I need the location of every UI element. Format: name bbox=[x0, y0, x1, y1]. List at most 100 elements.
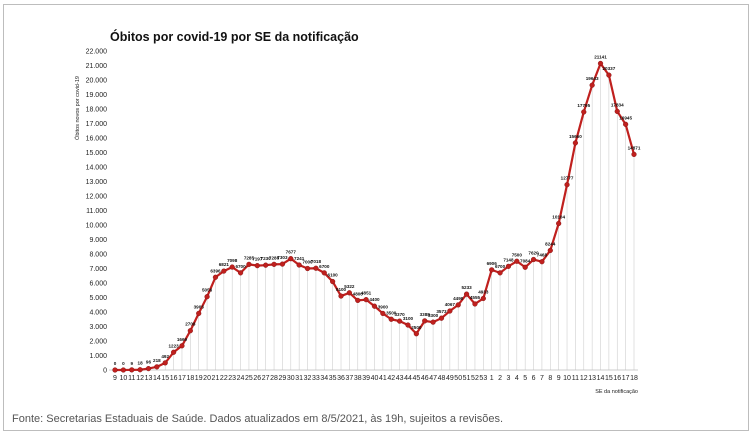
data-label: 7230 bbox=[261, 256, 272, 261]
data-point bbox=[170, 349, 177, 355]
x-tick-label: 14 bbox=[597, 375, 605, 382]
y-tick-label: 13.000 bbox=[86, 179, 108, 186]
x-tick-label: 16 bbox=[170, 375, 178, 382]
data-point bbox=[229, 264, 235, 270]
data-label: 17834 bbox=[611, 102, 624, 107]
data-point bbox=[581, 109, 587, 115]
data-label: 3500 bbox=[386, 310, 397, 315]
data-label: 7286 bbox=[269, 255, 280, 260]
data-label: 16945 bbox=[619, 115, 632, 120]
data-point bbox=[196, 310, 202, 317]
data-label: 9 bbox=[130, 361, 133, 366]
x-tick-label: 11 bbox=[128, 375, 135, 382]
data-label: 1223 bbox=[168, 343, 179, 348]
data-point bbox=[154, 364, 160, 370]
data-label: 20337 bbox=[602, 66, 615, 71]
y-tick-label: 18.000 bbox=[86, 106, 108, 113]
data-label: 2500 bbox=[411, 325, 422, 330]
y-tick-label: 14.000 bbox=[86, 164, 108, 171]
data-point bbox=[463, 291, 470, 297]
x-tick-label: 38 bbox=[354, 375, 362, 382]
data-point bbox=[497, 270, 503, 276]
x-tick-label: 15 bbox=[605, 375, 613, 382]
data-label: 2708 bbox=[185, 322, 196, 327]
data-label: 0 bbox=[114, 361, 117, 366]
y-tick-label: 3.000 bbox=[89, 324, 107, 331]
data-point bbox=[388, 316, 394, 322]
data-label: 5233 bbox=[461, 285, 472, 290]
data-point bbox=[237, 270, 244, 276]
y-tick-label: 8.000 bbox=[89, 251, 107, 258]
data-label: 7303 bbox=[277, 255, 288, 260]
x-tick-label: 3 bbox=[506, 375, 510, 382]
y-tick-label: 19.000 bbox=[86, 92, 108, 99]
x-tick-label: 40 bbox=[371, 375, 379, 382]
data-label: 3388 bbox=[420, 312, 431, 317]
x-tick-label: 15 bbox=[161, 375, 169, 382]
x-tick-label: 12 bbox=[580, 375, 588, 382]
y-tick-label: 15.000 bbox=[86, 150, 108, 157]
data-label: 7285 bbox=[244, 255, 255, 260]
data-label: 7018 bbox=[311, 259, 322, 264]
data-label: 6100 bbox=[328, 273, 339, 278]
data-point bbox=[355, 297, 361, 304]
data-label: 7197 bbox=[252, 257, 263, 262]
data-point bbox=[539, 259, 545, 265]
data-point bbox=[304, 265, 311, 272]
data-label: 4400 bbox=[369, 297, 380, 302]
data-point bbox=[321, 270, 327, 276]
data-label: 3370 bbox=[394, 312, 405, 317]
data-point bbox=[522, 264, 528, 270]
data-labels: 0 0 9 18 96 218492122316692708390350566396682… bbox=[114, 54, 641, 366]
x-tick-label: 14 bbox=[153, 375, 161, 382]
data-label: 6700 bbox=[235, 264, 246, 269]
x-tick-label: 39 bbox=[362, 375, 370, 382]
data-point bbox=[187, 328, 193, 334]
data-label: 3900 bbox=[378, 304, 389, 309]
x-tick-label: 34 bbox=[320, 375, 328, 382]
x-tick-label: 31 bbox=[295, 375, 303, 382]
data-label: 7098 bbox=[227, 258, 238, 263]
x-axis-ticks: 9 10 11 12 13 14 15 16 17 18 19 20 21 22 23 24 25 26 27 28 2… bbox=[113, 375, 638, 382]
data-point bbox=[606, 72, 612, 78]
data-label: 12777 bbox=[561, 176, 574, 181]
data-label: 7677 bbox=[286, 250, 297, 255]
y-tick-label: 22.000 bbox=[86, 48, 108, 55]
data-point bbox=[346, 290, 352, 296]
data-label: 15660 bbox=[569, 134, 582, 139]
x-tick-label: 10 bbox=[119, 375, 127, 382]
x-tick-label: 2 bbox=[498, 375, 502, 382]
data-point bbox=[430, 319, 436, 325]
data-point bbox=[338, 293, 344, 299]
data-label: 19643 bbox=[586, 76, 599, 81]
data-point bbox=[547, 247, 553, 254]
data-label: 4490 bbox=[453, 296, 464, 301]
data-point bbox=[438, 315, 445, 321]
data-label: 8244 bbox=[545, 241, 556, 246]
x-tick-label: 51 bbox=[463, 375, 471, 382]
data-label: 21141 bbox=[594, 54, 607, 59]
data-point bbox=[422, 318, 428, 324]
x-tick-label: 20 bbox=[203, 375, 211, 382]
data-label: 3300 bbox=[428, 313, 439, 318]
y-axis-label: Óbitos novos por covid-19 bbox=[74, 76, 81, 140]
x-tick-label: 7 bbox=[540, 375, 544, 382]
data-label: 5100 bbox=[336, 287, 347, 292]
data-label: 18 bbox=[138, 361, 144, 366]
y-tick-label: 0 bbox=[103, 367, 107, 374]
data-label: 3573 bbox=[436, 309, 447, 314]
x-tick-label: 35 bbox=[329, 375, 337, 382]
data-point bbox=[614, 108, 620, 115]
x-tick-label: 26 bbox=[253, 375, 261, 382]
x-tick-label: 53 bbox=[479, 375, 487, 382]
data-points bbox=[112, 60, 637, 373]
data-point bbox=[212, 274, 219, 280]
x-tick-label: 37 bbox=[345, 375, 353, 382]
data-label: 6396 bbox=[210, 268, 221, 273]
data-point bbox=[380, 310, 386, 317]
x-tick-label: 43 bbox=[396, 375, 404, 382]
data-point bbox=[472, 301, 478, 307]
grid-lines bbox=[109, 63, 638, 371]
data-point bbox=[254, 263, 260, 269]
data-point bbox=[480, 295, 486, 302]
